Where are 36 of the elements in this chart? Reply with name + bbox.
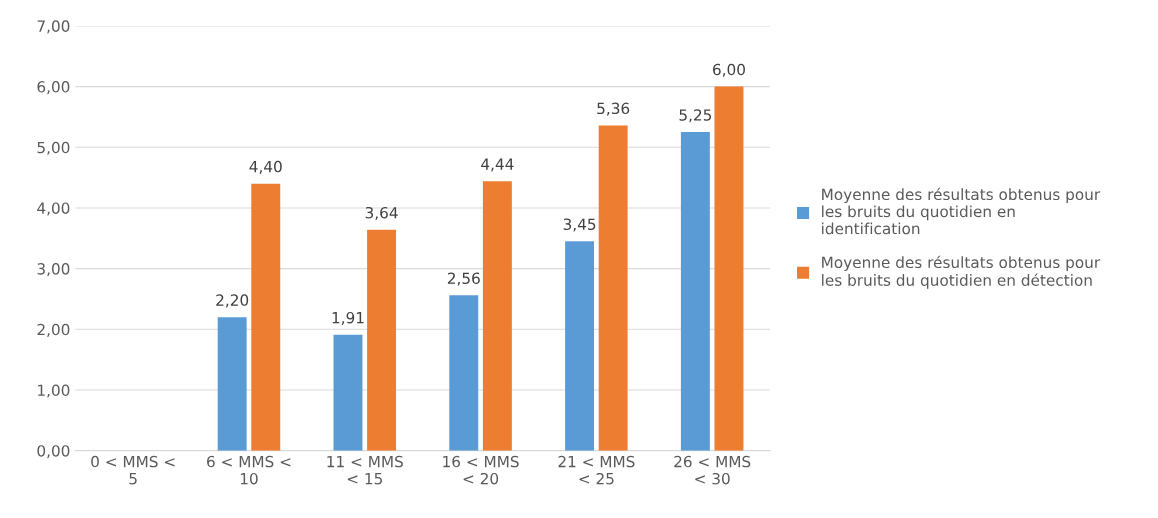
data-label: 6,00 [713,63,745,77]
data-label: 4,44 [481,158,514,172]
bar [714,86,744,451]
bar [217,317,247,451]
bar [449,295,479,451]
y-tick-label: 0,00 [37,445,70,459]
x-tick-label: 26 < MMS < 30 [674,455,751,485]
x-tick-label: 21 < MMS < 25 [558,455,635,485]
bar [598,125,628,451]
bar [367,229,397,451]
bar [565,241,595,451]
data-label: 4,40 [249,160,282,174]
x-tick-label: 0 < MMS < 5 [91,455,175,485]
x-tick-label: 16 < MMS < 20 [443,455,519,485]
y-tick-label: 3,00 [37,263,70,277]
y-tick-label: 2,00 [37,323,70,337]
data-label: 5,25 [679,109,712,123]
legend-label: Moyenne des résultats obtenus pour les bruits du quotidien en détection [822,255,1101,289]
x-tick-label: 11 < MMS < 15 [327,455,403,485]
y-tick-label: 7,00 [37,20,70,34]
data-label: 1,91 [332,311,364,326]
data-label: 2,20 [216,294,249,308]
x-tick-label: 6 < MMS < 10 [207,455,291,485]
bar [333,334,363,451]
data-label: 3,45 [563,218,596,232]
bar [680,132,710,451]
legend-label: Moyenne des résultats obtenus pour les bruits du quotidien en identification [822,187,1101,235]
y-tick-label: 1,00 [38,384,70,398]
data-label: 5,36 [597,102,630,116]
data-label: 2,56 [447,272,480,286]
y-tick-label: 4,00 [37,202,70,216]
y-tick-label: 6,00 [37,81,70,95]
bar [251,183,281,451]
y-tick-label: 5,00 [37,141,70,155]
data-label: 3,64 [365,206,398,221]
bar [482,181,512,451]
